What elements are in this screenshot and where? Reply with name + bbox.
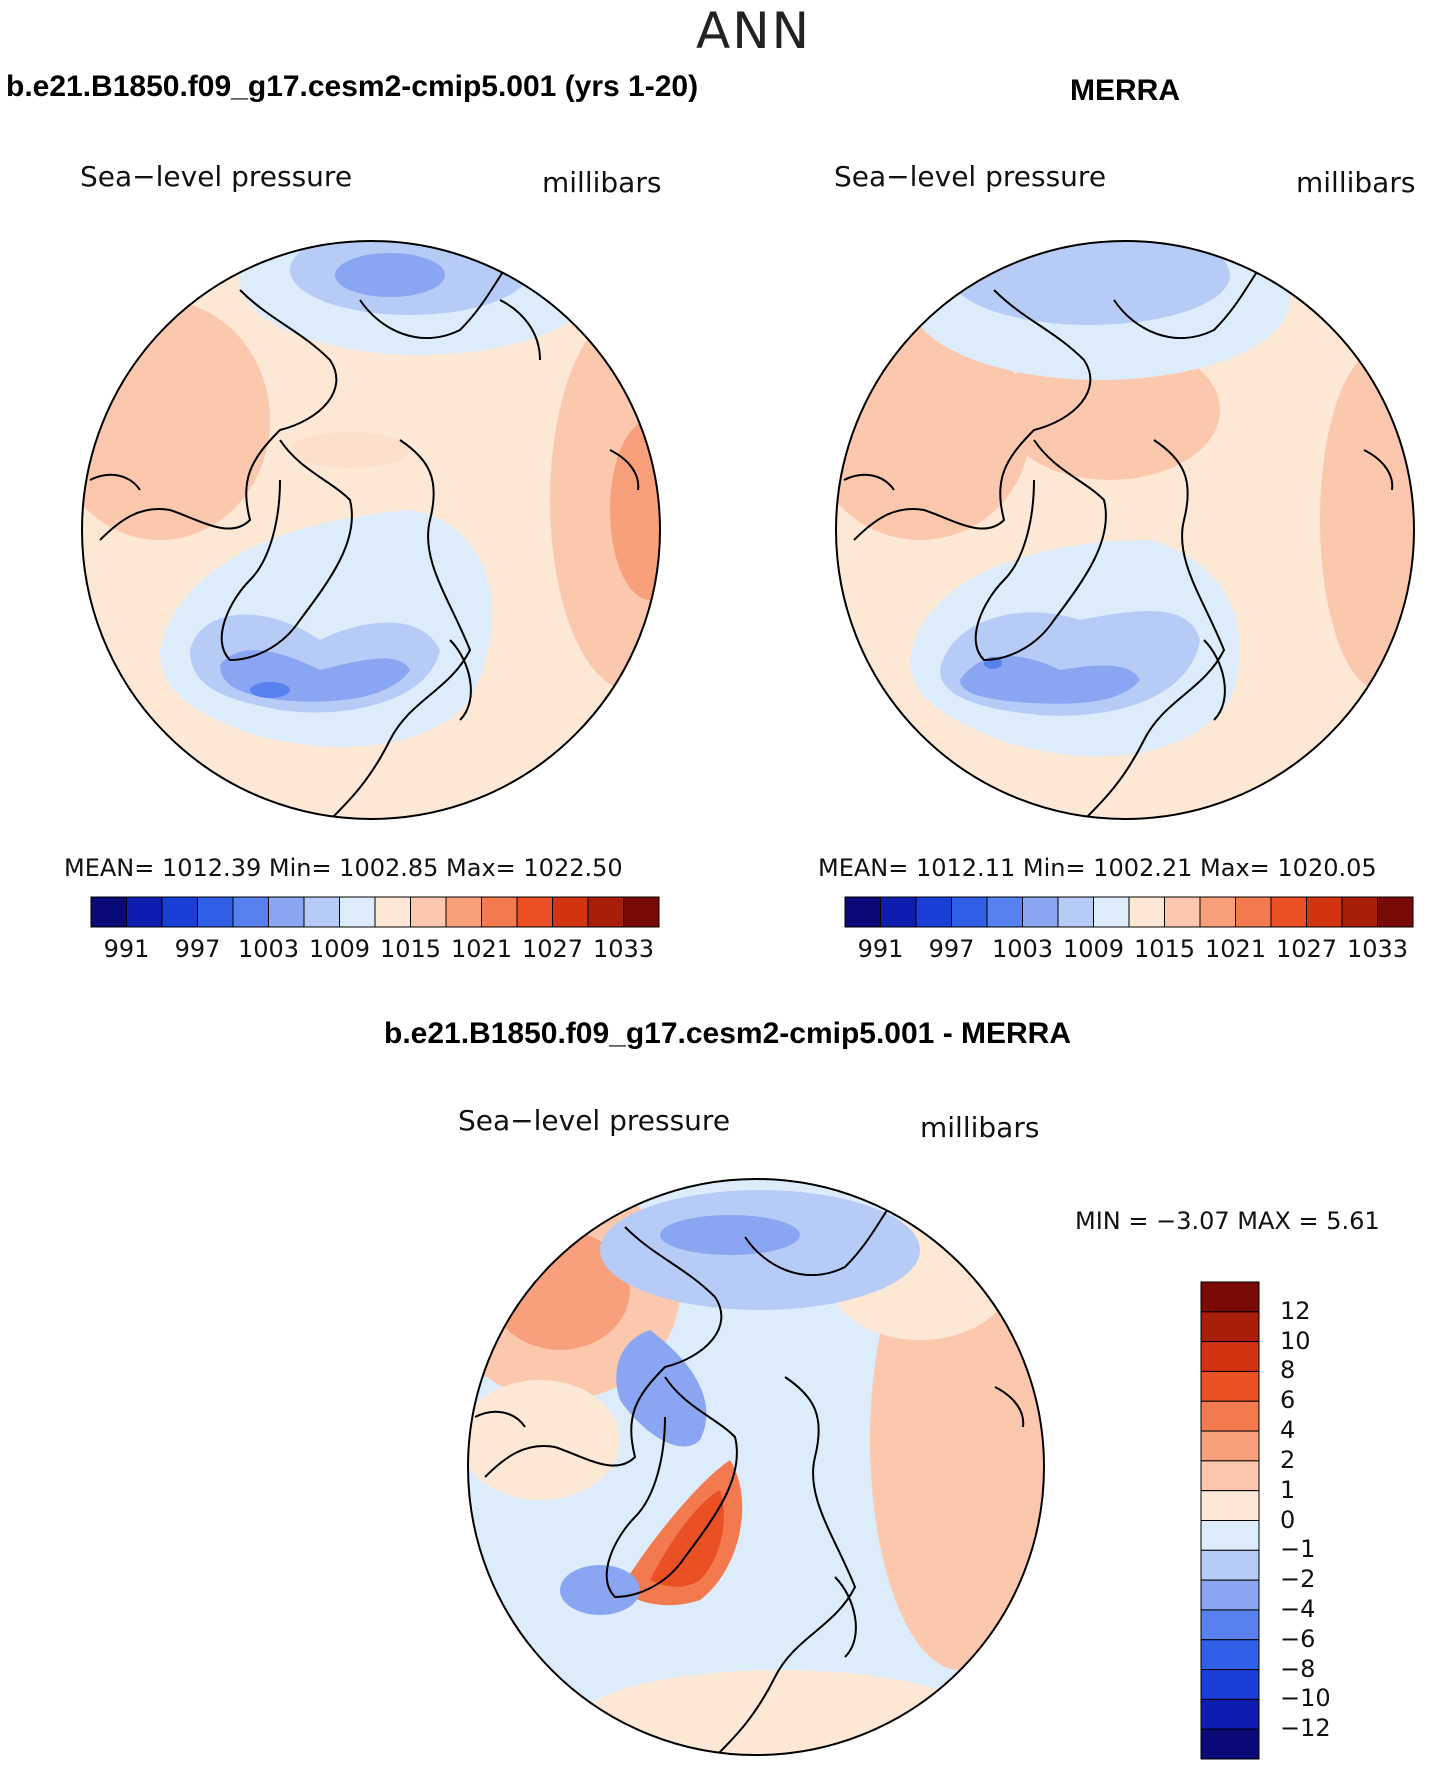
colorbar-swatch	[1200, 1400, 1260, 1432]
model-stats: MEAN= 1012.39 Min= 1002.85 Max= 1022.50	[64, 854, 623, 882]
colorbar-tick-label: 10	[1280, 1326, 1311, 1355]
model-variable-label: Sea−level pressure	[80, 160, 353, 193]
colorbar-swatch	[303, 896, 340, 928]
colorbar-tick-label: 0	[1280, 1505, 1296, 1534]
colorbar-tick-label: −4	[1280, 1594, 1316, 1623]
colorbar-swatch	[1093, 896, 1130, 928]
colorbar-swatch	[951, 896, 988, 928]
colorbar-swatch	[986, 896, 1023, 928]
colorbar-swatch	[1200, 1370, 1260, 1402]
diff-slp-map	[467, 1178, 1045, 1756]
colorbar-swatch	[1057, 896, 1094, 928]
colorbar-tick-label: 1021	[450, 935, 513, 963]
colorbar-swatch	[1200, 1460, 1260, 1492]
colorbar-swatch	[1200, 1311, 1260, 1343]
colorbar-swatch	[1200, 1490, 1260, 1521]
model-panel-title: b.e21.B1850.f09_g17.cesm2-cmip5.001 (yrs…	[6, 70, 699, 103]
colorbar-swatch	[1128, 896, 1165, 928]
colorbar-tick-label: 997	[174, 935, 221, 963]
colorbar-swatch	[1200, 1609, 1260, 1641]
colorbar-swatch	[1200, 1341, 1260, 1372]
colorbar-swatch	[197, 896, 234, 928]
colorbar-tick-label: 1003	[237, 935, 300, 963]
colorbar-swatch	[552, 896, 589, 928]
obs-panel-title: MERRA	[1070, 74, 1180, 107]
obs-variable-label: Sea−level pressure	[834, 160, 1107, 193]
colorbar-swatch	[339, 896, 376, 928]
obs-units-label: millibars	[1296, 166, 1416, 199]
colorbar-tick-label: 1009	[308, 935, 371, 963]
colorbar-swatch	[1270, 896, 1307, 928]
model-slp-map	[81, 240, 661, 820]
colorbar-tick-label: −2	[1280, 1565, 1316, 1594]
colorbar-swatch	[232, 896, 269, 928]
colorbar-tick-label: 1	[1280, 1475, 1296, 1504]
colorbar-swatch	[1164, 896, 1201, 928]
colorbar-swatch	[623, 896, 660, 928]
colorbar-swatch	[90, 896, 127, 928]
diff-stats: MIN = −3.07 MAX = 5.61	[1075, 1207, 1380, 1235]
colorbar-tick-label: 1033	[1346, 935, 1409, 963]
colorbar-tick-label: 991	[103, 935, 150, 963]
diff-variable-label: Sea−level pressure	[458, 1104, 731, 1137]
colorbar-tick-label: 1015	[379, 935, 442, 963]
colorbar-tick-label: 1021	[1204, 935, 1267, 963]
colorbar-swatch	[1200, 1728, 1260, 1760]
colorbar-tick-label: 1027	[521, 935, 584, 963]
colorbar-swatch	[1200, 1698, 1260, 1730]
colorbar-swatch	[516, 896, 553, 928]
colorbar-swatch	[268, 896, 305, 928]
model-colorbar	[90, 896, 660, 928]
colorbar-swatch	[1235, 896, 1272, 928]
colorbar-swatch	[126, 896, 163, 928]
colorbar-swatch	[1199, 896, 1236, 928]
colorbar-tick-label: −6	[1280, 1624, 1316, 1653]
colorbar-swatch	[915, 896, 952, 928]
colorbar-tick-label: 2	[1280, 1445, 1296, 1474]
colorbar-tick-label: 1015	[1133, 935, 1196, 963]
colorbar-swatch	[410, 896, 447, 928]
colorbar-swatch	[1377, 896, 1414, 928]
colorbar-swatch	[1200, 1281, 1260, 1313]
model-units-label: millibars	[542, 166, 662, 199]
colorbar-tick-label: 8	[1280, 1356, 1296, 1385]
colorbar-tick-label: 1003	[991, 935, 1054, 963]
colorbar-swatch	[1200, 1430, 1260, 1462]
colorbar-tick-label: −10	[1280, 1684, 1331, 1713]
colorbar-swatch	[1022, 896, 1059, 928]
diff-colorbar	[1200, 1281, 1260, 1760]
obs-colorbar	[844, 896, 1414, 928]
colorbar-swatch	[374, 896, 411, 928]
colorbar-swatch	[1306, 896, 1343, 928]
diff-units-label: millibars	[920, 1111, 1040, 1144]
colorbar-tick-label: −1	[1280, 1535, 1316, 1564]
colorbar-swatch	[587, 896, 624, 928]
colorbar-tick-label: 997	[928, 935, 975, 963]
obs-stats: MEAN= 1012.11 Min= 1002.21 Max= 1020.05	[818, 854, 1377, 882]
colorbar-swatch	[1200, 1669, 1260, 1700]
colorbar-tick-label: 991	[857, 935, 904, 963]
colorbar-swatch	[880, 896, 917, 928]
colorbar-swatch	[1200, 1639, 1260, 1671]
colorbar-swatch	[1200, 1579, 1260, 1611]
colorbar-tick-label: −12	[1280, 1714, 1331, 1743]
colorbar-tick-label: 6	[1280, 1386, 1296, 1415]
colorbar-tick-label: 4	[1280, 1416, 1296, 1445]
obs-slp-map	[835, 240, 1415, 820]
figure-title: ANN	[696, 2, 812, 60]
colorbar-tick-label: 1009	[1062, 935, 1125, 963]
colorbar-tick-label: 1027	[1275, 935, 1338, 963]
colorbar-swatch	[1341, 896, 1378, 928]
colorbar-tick-label: 12	[1280, 1296, 1311, 1325]
colorbar-swatch	[481, 896, 518, 928]
colorbar-tick-label: 1033	[592, 935, 655, 963]
colorbar-swatch	[1200, 1549, 1260, 1581]
colorbar-swatch	[445, 896, 482, 928]
colorbar-tick-label: −8	[1280, 1654, 1316, 1683]
diff-panel-title: b.e21.B1850.f09_g17.cesm2-cmip5.001 - ME…	[384, 1017, 1072, 1050]
colorbar-swatch	[1200, 1520, 1260, 1551]
colorbar-swatch	[161, 896, 198, 928]
colorbar-swatch	[844, 896, 881, 928]
